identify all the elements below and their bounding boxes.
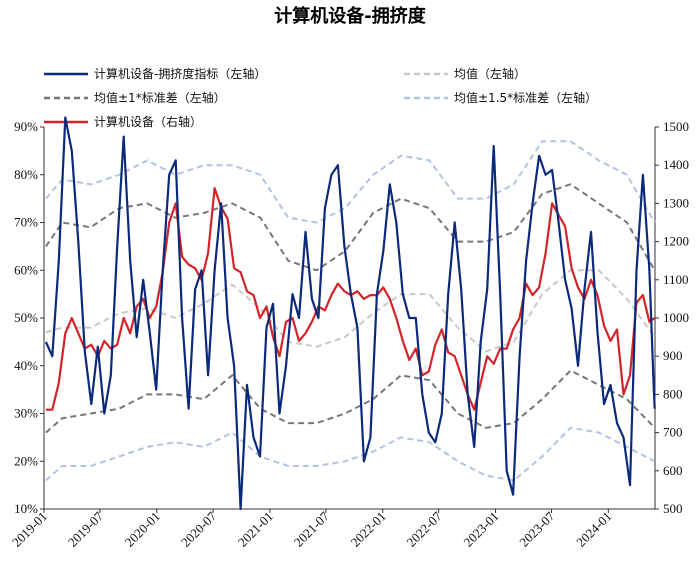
y-tick-label-left: 70% (14, 215, 38, 230)
x-tick-label: 2022-01 (348, 509, 389, 550)
x-tick-label: 2021-01 (235, 509, 276, 550)
chart-title: 计算机设备-拥挤度 (274, 5, 426, 27)
series-line-upper-3 (45, 140, 656, 224)
y-tick-label-left: 40% (14, 358, 38, 373)
legend-label-0: 计算机设备-拥挤度指标（左轴） (94, 66, 266, 81)
series-line-0 (44, 116, 656, 511)
x-tick-label: 2023-01 (460, 509, 501, 550)
y-tick-label-left: 10% (14, 501, 38, 516)
y-tick-label-right: 1000 (663, 310, 689, 325)
y-tick-label-left: 50% (14, 310, 38, 325)
x-tick-label: 2020-07 (178, 508, 220, 550)
y-tick-label-left: 20% (14, 453, 38, 468)
y-tick-label-right: 1200 (663, 234, 689, 249)
legend-label-3: 均值±1.5*标准差（左轴） (454, 90, 597, 105)
y-tick-label-left: 90% (14, 119, 38, 134)
y-tick-label-left: 30% (14, 406, 38, 421)
series-line-1 (45, 269, 656, 353)
x-tick-label: 2024-01 (573, 509, 614, 550)
legend-label-4: 计算机设备（右轴） (94, 114, 202, 129)
series-line-upper-2 (45, 183, 656, 272)
legend-label-1: 均值（左轴） (454, 66, 526, 81)
y-tick-label-right: 1300 (663, 195, 689, 210)
legend-label-2: 均值±1*标准差（左轴） (94, 90, 226, 105)
x-tick-label: 2021-07 (291, 508, 333, 550)
x-tick-label: 2023-07 (516, 508, 558, 550)
y-tick-label-right: 1400 (663, 157, 689, 172)
series-line-lower-3 (45, 426, 656, 482)
y-tick-label-left: 60% (14, 262, 38, 277)
series-line-lower-2 (45, 369, 656, 434)
y-tick-label-right: 1500 (663, 119, 689, 134)
y-tick-label-left: 80% (14, 167, 38, 182)
x-tick-label: 2020-01 (122, 509, 163, 550)
series-line-4 (45, 187, 656, 411)
y-tick-label-right: 900 (663, 348, 683, 363)
y-tick-label-right: 1100 (663, 272, 689, 287)
x-tick-label: 2022-07 (404, 508, 446, 550)
y-tick-label-right: 800 (663, 386, 683, 401)
y-tick-label-right: 600 (663, 463, 683, 478)
y-tick-label-right: 500 (663, 501, 683, 516)
x-tick-label: 2019-07 (65, 508, 107, 550)
legend: 计算机设备-拥挤度指标（左轴） 均值（左轴） 均值±1*标准差（左轴） 均值±1.5*… (44, 66, 597, 129)
y-tick-label-right: 700 (663, 425, 683, 440)
plot-area (44, 116, 656, 511)
